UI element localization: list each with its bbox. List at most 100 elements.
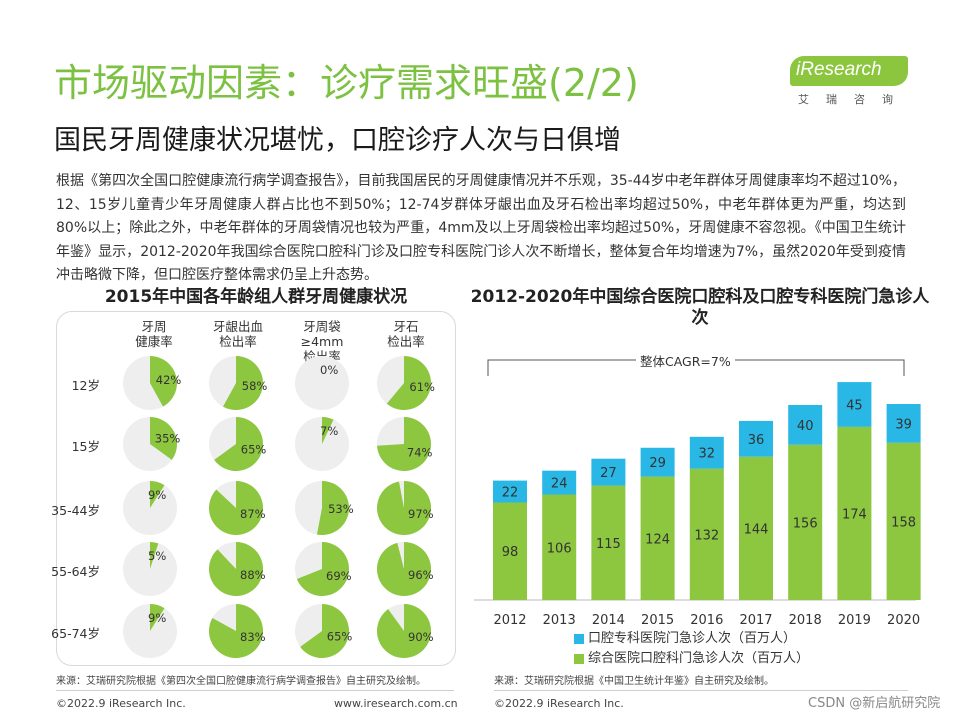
bar-general — [788, 444, 823, 600]
pie-value-label: 74% — [407, 445, 433, 459]
pie-value-label: 9% — [148, 488, 166, 502]
pie-value-label: 35% — [155, 432, 181, 446]
pie-value-label: 5% — [148, 549, 166, 563]
pie-value-label: 87% — [240, 507, 266, 521]
pie-value-label: 9% — [148, 611, 166, 625]
footer-copyright-left: ©2022.9 iResearch Inc. — [56, 697, 186, 710]
bar-general — [739, 456, 773, 600]
watermark: CSDN @新启航研究院 — [808, 696, 941, 711]
pie-row-label: 65-74岁 — [51, 626, 100, 641]
legend-item-general: 综合医院口腔科门急诊人次（百万人） — [574, 649, 809, 669]
pie-row-label: 55-64岁 — [51, 564, 100, 579]
bar-general — [640, 476, 675, 600]
bar-specialty — [837, 382, 872, 427]
pie-row-label: 15岁 — [71, 439, 100, 454]
page-title: 市场驱动因素：诊疗需求旺盛(2/2) — [54, 61, 639, 105]
bar-general-label: 132 — [694, 528, 719, 543]
bar-specialty — [689, 436, 724, 469]
bar-specialty-label: 22 — [502, 486, 519, 501]
bar-general — [542, 494, 577, 600]
legend-swatch-cyan — [574, 634, 584, 644]
iresearch-logo: iResearch 艾瑞咨询 — [790, 56, 908, 108]
legend-swatch-green — [574, 654, 584, 664]
logo-cn: 艾瑞咨询 — [798, 93, 910, 106]
source-left: 来源：艾瑞研究院根据《第四次全国口腔健康流行病学调查报告》自主研究及绘制。 — [56, 676, 426, 687]
footer-divider-left — [56, 690, 454, 691]
pie-slice — [377, 417, 431, 471]
bar-specialty — [788, 404, 823, 445]
pie-slice — [377, 481, 432, 535]
pie-value-label: 58% — [242, 379, 268, 393]
pie-value-label: 53% — [328, 502, 354, 516]
pie-slice — [296, 542, 350, 596]
bar-general-label: 106 — [547, 541, 572, 556]
x-tick-label: 2016 — [690, 613, 723, 628]
cagr-annotation: 整体CAGR=7% — [636, 351, 735, 370]
pie-slice — [377, 542, 432, 596]
pie-value-label: 0% — [320, 363, 338, 377]
pie-slice — [300, 604, 350, 658]
pie-value-label: 96% — [408, 568, 434, 582]
pie-row-label: 35-44岁 — [51, 503, 100, 518]
bar-general-label: 115 — [596, 537, 621, 552]
pie-col-head: 牙石 检出率 — [387, 319, 425, 349]
logo-mark — [790, 56, 908, 86]
bar-specialty — [542, 470, 577, 495]
bar-general — [689, 468, 724, 600]
bar-general — [591, 485, 626, 600]
pie-col-head: 牙龈出血 检出率 — [212, 319, 263, 349]
logo-text: iResearch — [796, 59, 882, 80]
x-tick-label: 2020 — [887, 613, 920, 628]
bar-specialty — [493, 480, 527, 503]
pie-slice — [377, 604, 432, 659]
pie-value-label: 97% — [408, 507, 434, 521]
bar-specialty — [640, 447, 675, 477]
bar-specialty — [886, 403, 921, 443]
footer-url[interactable]: www.iresearch.com.cn — [334, 697, 458, 710]
bar-specialty — [739, 420, 773, 457]
pie-slice — [150, 356, 178, 407]
x-tick-label: 2017 — [739, 613, 772, 628]
bar-general-label: 124 — [645, 532, 670, 547]
x-tick-label: 2012 — [493, 613, 526, 628]
bar-general-label: 158 — [891, 515, 916, 530]
pie-chart-panel — [56, 311, 456, 666]
bar-specialty-label: 32 — [699, 447, 716, 462]
pie-slice — [322, 417, 334, 444]
bar-legend: 口腔专科医院门急诊人次（百万人） 综合医院口腔科门急诊人次（百万人） — [574, 629, 809, 669]
x-tick-label: 2014 — [592, 613, 625, 628]
pie-value-label: 90% — [408, 630, 434, 644]
pie-col-head: 牙周 健康率 — [135, 319, 173, 349]
bar-specialty-label: 27 — [600, 466, 617, 481]
bar-specialty-label: 36 — [748, 433, 765, 448]
pie-slice — [386, 356, 432, 410]
pie-slice — [209, 481, 264, 535]
bar-specialty-label: 29 — [649, 456, 666, 471]
bar-general — [837, 426, 872, 600]
footer-divider-right — [494, 690, 908, 691]
page-subtitle: 国民牙周健康状况堪忧，口腔诊疗人次与日俱增 — [54, 125, 621, 156]
pie-slice — [150, 417, 177, 460]
pie-background — [295, 356, 349, 410]
bar-general — [886, 442, 921, 600]
x-tick-label: 2015 — [641, 613, 674, 628]
bar-general-label: 144 — [744, 522, 769, 537]
pie-slice — [150, 542, 159, 569]
pie-slice — [214, 417, 264, 471]
pie-value-label: 88% — [240, 568, 266, 582]
bar-specialty-label: 45 — [846, 398, 863, 413]
pie-chart-title: 2015年中国各年龄组人群牙周健康状况 — [104, 287, 408, 307]
pie-slice — [222, 356, 263, 410]
legend-item-specialty: 口腔专科医院门急诊人次（百万人） — [574, 629, 809, 649]
bar-specialty-label: 40 — [797, 419, 814, 434]
pie-row-label: 12岁 — [71, 378, 100, 393]
pie-slice — [209, 542, 264, 596]
pie-slice — [150, 481, 165, 508]
source-right: 来源：艾瑞研究院根据《中国卫生统计年鉴》自主研究及绘制。 — [494, 676, 774, 687]
pie-slice — [150, 604, 165, 631]
pie-value-label: 83% — [240, 630, 266, 644]
pie-slice — [208, 604, 263, 659]
pie-slice — [316, 481, 350, 535]
